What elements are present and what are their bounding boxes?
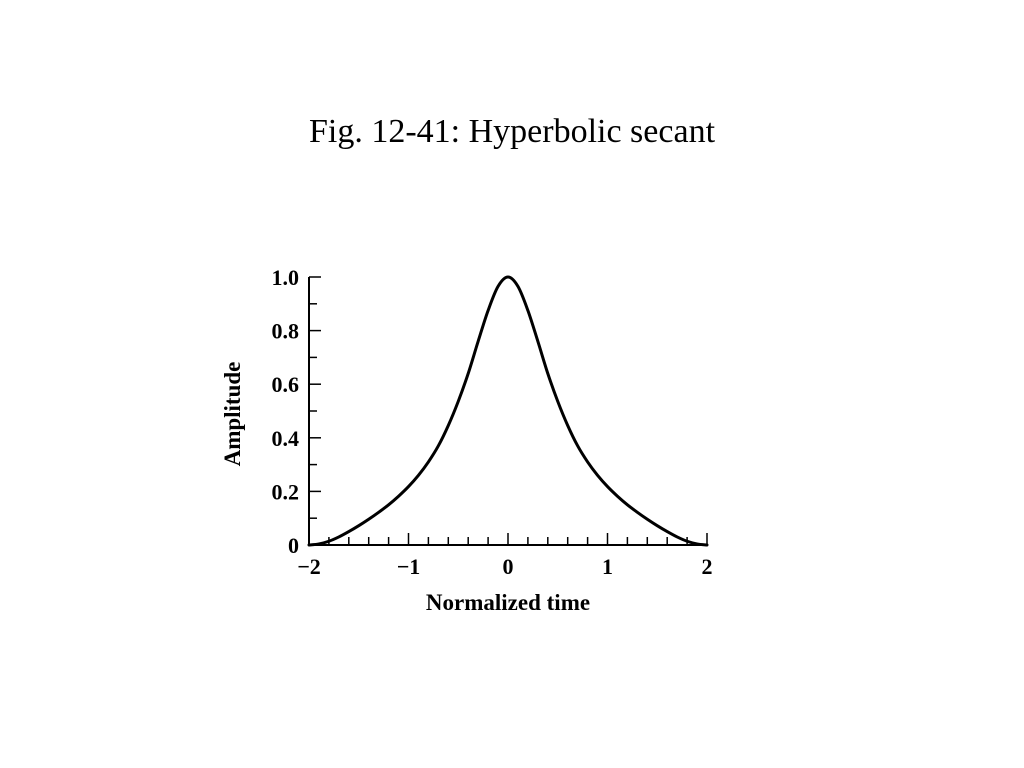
x-tick-label: −2 [297,554,321,579]
y-axis-title: Amplitude [220,362,245,467]
y-tick-label: 0.8 [272,319,300,344]
chart-ticks [308,276,708,546]
chart-tick-labels: 0 0.2 0.4 0.6 0.8 1.0 −2 −1 0 1 2 [272,265,713,579]
chart-axes [308,277,707,546]
x-tick-label: 2 [702,554,713,579]
slide-title: Fig. 12-41: Hyperbolic secant [308,113,716,150]
y-tick-label: 0.4 [272,426,300,451]
x-tick-label: −1 [397,554,421,579]
series-line [307,275,709,547]
chart-series [307,275,709,547]
x-tick-label: 0 [503,554,514,579]
x-axis-title: Normalized time [426,590,590,615]
y-tick-label: 0 [288,533,299,558]
y-tick-label: 0.6 [272,372,300,397]
y-tick-label: 0.2 [272,479,300,504]
y-tick-label: 1.0 [272,265,300,290]
x-tick-label: 1 [602,554,613,579]
